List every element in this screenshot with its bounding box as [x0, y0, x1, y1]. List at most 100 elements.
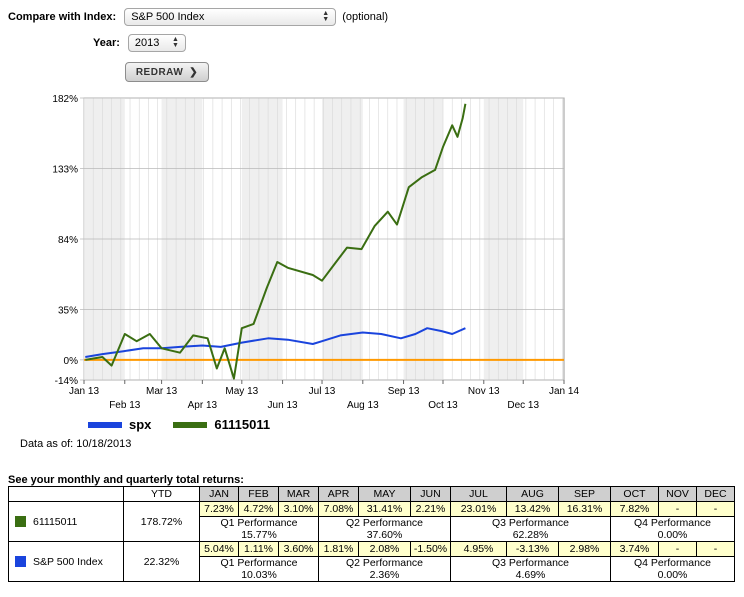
year-select[interactable]: 2013 ▲ ▼	[127, 34, 186, 52]
x-tick-label: Jan 14	[549, 386, 579, 397]
data-as-of: Data as of: 10/18/2013	[20, 438, 132, 450]
legend-label-fund: 61115011	[214, 417, 271, 432]
x-tick-label: Feb 13	[109, 400, 141, 411]
month-value: -	[696, 501, 735, 517]
quarter-cell: Q1 Performance 10.03%	[199, 556, 319, 582]
color-square-icon	[15, 556, 26, 568]
returns-title: See your monthly and quarterly total ret…	[8, 474, 244, 486]
legend-label-spx: spx	[129, 417, 152, 432]
quarter-row-index: Q1 Performance 10.03% Q2 Performance 2.36%…	[9, 556, 735, 582]
legend-swatch-fund	[173, 421, 208, 428]
month-value: 3.74%	[610, 541, 659, 557]
redraw-label: REDRAW	[135, 66, 184, 78]
x-tick-label: Jan 13	[69, 386, 99, 397]
x-tick-label: Aug 13	[347, 400, 379, 411]
x-tick-label: Mar 13	[146, 386, 178, 397]
header-month: MAY	[358, 486, 411, 502]
series-line-spx	[85, 327, 466, 358]
header-month: DEC	[696, 486, 735, 502]
returns-table: YTD JAN FEB MAR APR MAY JUN JUL AUG SEP …	[8, 486, 735, 582]
month-value: 2.08%	[358, 541, 411, 557]
month-value: 16.31%	[558, 501, 611, 517]
compare-select-value: S&P 500 Index	[131, 11, 205, 23]
y-tick-label: 35%	[58, 306, 78, 317]
y-tick-label: 84%	[58, 235, 78, 246]
y-tick-label: 133%	[52, 165, 78, 176]
quarter-cell: Q3 Performance 4.69%	[450, 556, 611, 582]
returns-row-fund: 61115011 178.72% 7.23% 4.72% 3.10% 7.08%…	[8, 501, 735, 542]
month-value: 7.23%	[199, 501, 239, 517]
x-tick-label: May 13	[225, 386, 258, 397]
month-value: -	[658, 541, 697, 557]
returns-header-row: YTD JAN FEB MAR APR MAY JUN JUL AUG SEP …	[8, 486, 735, 502]
header-month: FEB	[238, 486, 279, 502]
quarter-cell: Q1 Performance 15.77%	[199, 516, 319, 542]
compare-label: Compare with Index:	[8, 11, 117, 23]
header-month: AUG	[506, 486, 559, 502]
quarter-cell: Q2 Performance 2.36%	[318, 556, 451, 582]
x-tick-label: Nov 13	[468, 386, 500, 397]
row-ytd: 22.32%	[123, 541, 200, 582]
y-tick-label: 0%	[64, 356, 79, 367]
compare-row: Compare with Index: S&P 500 Index ▲ ▼ (op…	[8, 8, 388, 26]
series-line-61115011	[85, 103, 467, 380]
month-value: 4.95%	[450, 541, 507, 557]
month-value: 7.82%	[610, 501, 659, 517]
x-tick-label: Jun 13	[268, 400, 298, 411]
arrow-right-icon: ❯	[189, 66, 199, 78]
row-ytd: 178.72%	[123, 501, 200, 542]
month-value: 2.21%	[410, 501, 451, 517]
chart-legend: spx 61115011	[88, 417, 270, 432]
header-month: SEP	[558, 486, 611, 502]
y-tick-label: 182%	[52, 94, 78, 105]
month-value: -	[658, 501, 697, 517]
x-tick-label: Sep 13	[388, 386, 420, 397]
x-tick-label: Apr 13	[188, 400, 218, 411]
x-tick-label: Jul 13	[309, 386, 336, 397]
performance-chart: 182% 133% 84% 35% 0% -14%Jan 13 Mar 13 May 13 Ju…	[52, 94, 579, 411]
month-value: -	[696, 541, 735, 557]
y-tick-label: -14%	[55, 376, 78, 387]
header-blank	[8, 486, 124, 502]
month-value: 1.11%	[238, 541, 279, 557]
year-label: Year:	[93, 37, 120, 49]
header-month: JUL	[450, 486, 507, 502]
x-tick-label: Oct 13	[428, 400, 458, 411]
select-arrows-icon: ▲ ▼	[322, 10, 330, 23]
header-month: JUN	[410, 486, 451, 502]
header-month: MAR	[278, 486, 319, 502]
header-month: NOV	[658, 486, 697, 502]
header-month: OCT	[610, 486, 659, 502]
year-select-value: 2013	[134, 37, 160, 49]
returns-row-index: S&P 500 Index 22.32% 5.04% 1.11% 3.60% 1…	[8, 541, 735, 582]
month-value: 13.42%	[506, 501, 559, 517]
month-value: 3.60%	[278, 541, 319, 557]
header-ytd: YTD	[123, 486, 200, 502]
quarter-cell: Q4 Performance 0.00%	[610, 516, 735, 542]
month-value: 4.72%	[238, 501, 279, 517]
month-value: 3.10%	[278, 501, 319, 517]
month-value: -3.13%	[506, 541, 559, 557]
compare-index-select[interactable]: S&P 500 Index ▲ ▼	[124, 8, 337, 26]
month-value: 7.08%	[318, 501, 359, 517]
header-month: APR	[318, 486, 359, 502]
legend-swatch-spx	[88, 421, 122, 428]
year-row: Year: 2013 ▲ ▼	[93, 34, 186, 52]
quarter-cell: Q3 Performance 62.28%	[450, 516, 611, 542]
row-name: S&P 500 Index	[8, 541, 124, 582]
compare-hint: (optional)	[342, 11, 389, 23]
month-value: 2.98%	[558, 541, 611, 557]
quarter-row-fund: Q1 Performance 15.77% Q2 Performance 37.60…	[9, 516, 735, 542]
select-arrows-icon: ▲ ▼	[171, 36, 179, 49]
month-value: 1.81%	[318, 541, 359, 557]
row-name: 61115011	[8, 501, 124, 542]
color-square-icon	[15, 516, 26, 528]
month-value: 5.04%	[199, 541, 239, 557]
header-month: JAN	[199, 486, 239, 502]
redraw-button[interactable]: REDRAW ❯	[125, 62, 209, 82]
month-value: 23.01%	[450, 501, 507, 517]
quarter-cell: Q2 Performance 37.60%	[318, 516, 451, 542]
x-tick-label: Dec 13	[507, 400, 539, 411]
month-value: -1.50%	[410, 541, 451, 557]
month-value: 31.41%	[358, 501, 411, 517]
